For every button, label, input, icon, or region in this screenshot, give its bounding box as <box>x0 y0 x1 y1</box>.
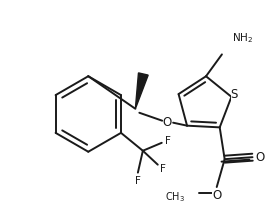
Text: F: F <box>160 164 166 174</box>
Text: S: S <box>231 88 238 101</box>
Polygon shape <box>135 73 148 109</box>
Text: F: F <box>165 136 171 146</box>
Text: NH$_2$: NH$_2$ <box>232 32 253 45</box>
Text: O: O <box>163 116 172 129</box>
Text: O: O <box>256 151 265 164</box>
Text: CH$_3$: CH$_3$ <box>165 190 185 204</box>
Text: O: O <box>212 189 221 202</box>
Text: F: F <box>135 176 141 186</box>
